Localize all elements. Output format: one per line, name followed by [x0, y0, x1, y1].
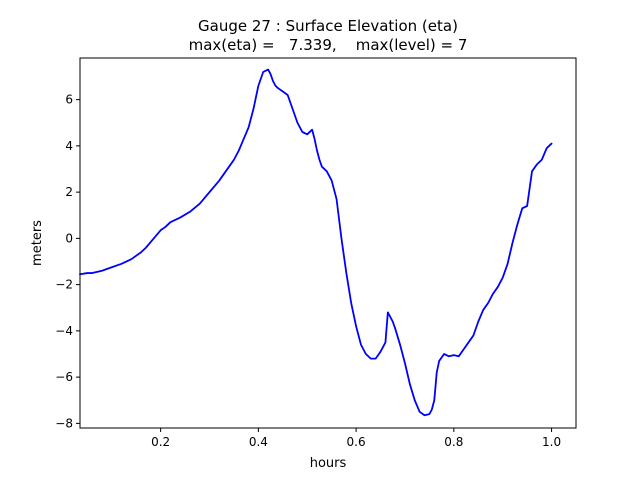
x-tick-label: 0.4	[249, 435, 268, 449]
plot-area	[79, 57, 577, 429]
series-line-eta	[79, 68, 553, 417]
x-axis-label: hours	[310, 456, 347, 471]
y-axis-label: meters	[30, 220, 45, 266]
chart-title: Gauge 27 : Surface Elevation (eta)	[198, 17, 458, 35]
y-tick-label: 6	[65, 93, 73, 107]
y-tick-label: −4	[55, 324, 73, 338]
y-tick-label: 0	[65, 231, 73, 245]
y-tick-label: −6	[55, 370, 73, 384]
x-tick-label: 1.0	[542, 435, 561, 449]
y-tick-label: −8	[55, 416, 73, 430]
x-tick-label: 0.8	[444, 435, 463, 449]
y-axis: −8 −6 −4 −2 0 2 4 6	[55, 93, 80, 430]
y-tick-label: −2	[55, 278, 73, 292]
x-tick-label: 0.2	[151, 435, 170, 449]
x-tick-label: 0.6	[347, 435, 366, 449]
y-tick-label: 2	[65, 185, 73, 199]
x-axis: 0.2 0.4 0.6 0.8 1.0	[151, 428, 561, 449]
y-tick-label: 4	[65, 139, 73, 153]
plot-frame	[79, 57, 577, 429]
chart-subtitle: max(eta) = 7.339, max(level) = 7	[189, 36, 468, 54]
